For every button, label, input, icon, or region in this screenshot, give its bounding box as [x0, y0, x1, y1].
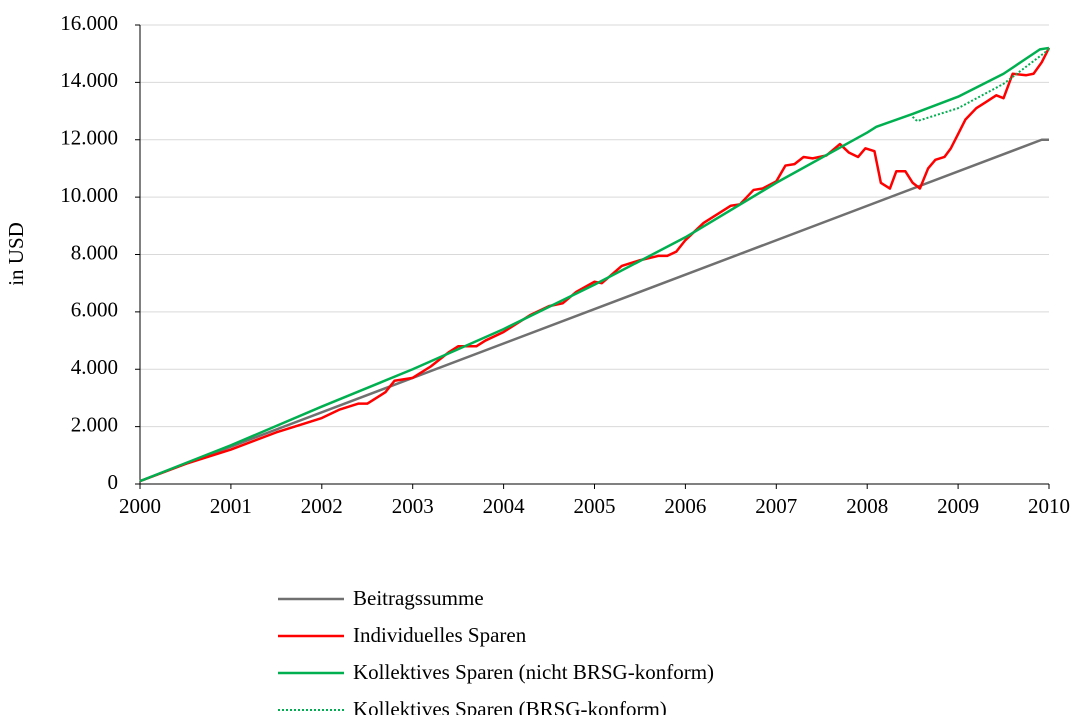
legend-label: Kollektives Sparen (BRSG-konform) — [353, 697, 667, 715]
y-tick-label: 10.000 — [60, 183, 118, 207]
y-tick-label: 14.000 — [60, 68, 118, 92]
legend-label: Individuelles Sparen — [353, 623, 527, 647]
x-tick-label: 2007 — [755, 494, 797, 518]
y-tick-label: 8.000 — [71, 240, 118, 264]
y-axis-label: in USD — [4, 222, 28, 286]
x-tick-label: 2001 — [210, 494, 252, 518]
x-tick-label: 2009 — [937, 494, 979, 518]
series-line — [139, 46, 1050, 483]
x-tick-label: 2005 — [574, 494, 616, 518]
series-line — [911, 48, 1050, 123]
x-tick-label: 2000 — [119, 494, 161, 518]
x-tick-label: 2002 — [301, 494, 343, 518]
x-tick-label: 2003 — [392, 494, 434, 518]
series-line — [139, 138, 1049, 483]
legend-label: Kollektives Sparen (nicht BRSG-konform) — [353, 660, 714, 684]
y-tick-label: 4.000 — [71, 355, 118, 379]
y-tick-label: 12.000 — [60, 126, 118, 150]
x-tick-label: 2010 — [1028, 494, 1070, 518]
x-tick-label: 2008 — [846, 494, 888, 518]
x-tick-label: 2006 — [664, 494, 706, 518]
x-tick-label: 2004 — [483, 494, 526, 518]
y-tick-label: 2.000 — [71, 412, 118, 436]
y-tick-label: 0 — [108, 470, 119, 494]
legend-label: Beitragssumme — [353, 586, 484, 610]
y-tick-label: 6.000 — [71, 298, 118, 322]
y-tick-label: 16.000 — [60, 11, 118, 35]
